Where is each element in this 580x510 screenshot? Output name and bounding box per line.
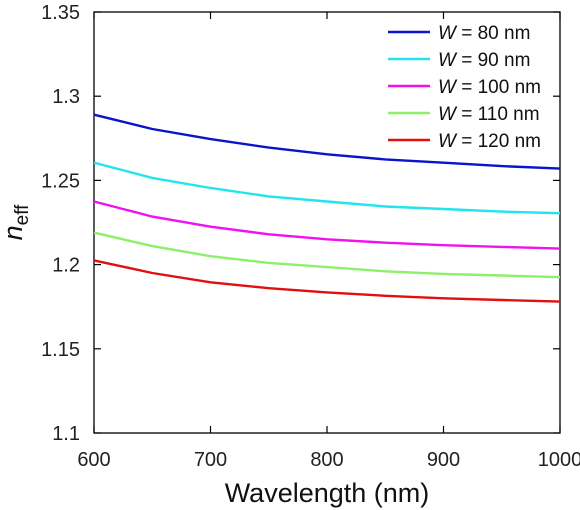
legend-label-var: W	[438, 77, 458, 98]
y-tick-label: 1.35	[41, 2, 80, 24]
legend-label-value: = 110 nm	[456, 104, 540, 125]
y-axis-title: neff	[0, 204, 33, 241]
series-line-1	[93, 161, 561, 215]
series-line-0	[93, 113, 561, 170]
legend-label-var: W	[438, 131, 458, 152]
legend-label-var: W	[438, 50, 458, 71]
y-axis-ticks: 1.1 1.15 1.2 1.25 1.3 1.35	[41, 2, 560, 445]
series-lines	[93, 113, 561, 303]
x-tick-label: 1000	[538, 449, 580, 471]
y-tick-label: 1.3	[52, 86, 80, 108]
series-line-4	[93, 259, 561, 303]
x-tick-label: 800	[310, 449, 343, 471]
x-tick-label: 700	[194, 449, 227, 471]
y-tick-label: 1.25	[41, 170, 80, 192]
x-tick-label: 600	[77, 449, 110, 471]
legend-label-var: W	[438, 104, 458, 125]
legend-label-3: W = 110 nm	[438, 104, 540, 125]
x-axis-ticks: 600 700 800 900 1000	[77, 12, 580, 471]
legend-label-value: = 90 nm	[456, 50, 530, 71]
plot-area	[93, 11, 561, 434]
y-axis-title-subscript: eff	[12, 204, 33, 226]
x-tick-label: 900	[427, 449, 460, 471]
series-line-3	[93, 231, 561, 279]
y-tick-label: 1.1	[52, 423, 80, 445]
y-tick-label: 1.2	[52, 255, 80, 277]
legend-label-value: = 80 nm	[456, 23, 530, 44]
legend-label-0: W = 80 nm	[438, 23, 530, 44]
series-line-2	[93, 200, 561, 250]
legend-label-1: W = 90 nm	[438, 50, 530, 71]
legend-label-value: = 120 nm	[456, 131, 541, 152]
legend-label-2: W = 100 nm	[438, 77, 541, 98]
legend-label-value: = 100 nm	[456, 77, 541, 98]
y-tick-label: 1.15	[41, 339, 80, 361]
legend-label-4: W = 120 nm	[438, 131, 541, 152]
x-axis-title: Wavelength (nm)	[225, 478, 430, 508]
legend-label-var: W	[438, 23, 458, 44]
y-axis-title-main: n	[0, 225, 28, 240]
legend: W = 80 nmW = 90 nmW = 100 nmW = 110 nmW …	[388, 23, 541, 152]
